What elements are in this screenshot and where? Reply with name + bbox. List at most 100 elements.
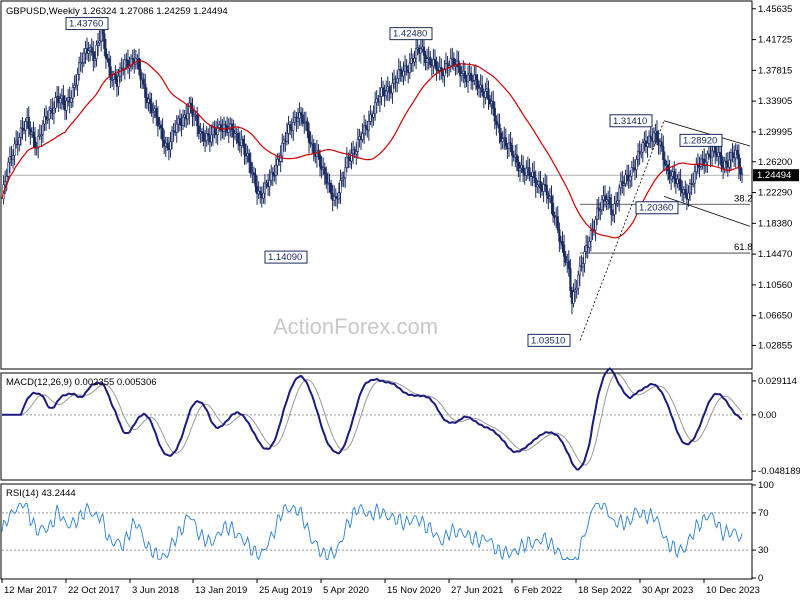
- candle-body: [707, 153, 711, 156]
- candle-body: [500, 132, 503, 142]
- fib-618-label: 61.8: [734, 242, 753, 253]
- x-tick-label: 15 Nov 2020: [387, 585, 441, 596]
- candle-body: [5, 176, 8, 182]
- price-tick-label: 1.26200: [758, 157, 792, 168]
- candle-body: [219, 124, 222, 131]
- candle-body: [662, 146, 665, 160]
- candle-body: [43, 116, 46, 125]
- candle-body: [422, 46, 426, 56]
- candle-body: [632, 167, 635, 170]
- candle-body: [4, 181, 7, 185]
- price-tick-label: 1.10560: [758, 280, 792, 291]
- candle-body: [309, 142, 312, 144]
- candle-body: [329, 182, 333, 194]
- x-tick-label: 22 Oct 2017: [68, 585, 120, 596]
- candle-body: [399, 69, 402, 72]
- candle-body: [189, 102, 193, 109]
- candle-body: [93, 58, 96, 61]
- x-tick-label: 18 Sep 2022: [578, 585, 632, 596]
- x-axis: 12 Mar 2017 22 Oct 2017 3 Jun 2018 13 Jan 2…: [1, 579, 760, 596]
- candle-body: [536, 184, 539, 188]
- candle-body: [170, 130, 174, 143]
- candle-body: [289, 124, 292, 129]
- candle-body: [301, 114, 304, 124]
- candle-body: [517, 161, 520, 172]
- candle-body: [736, 149, 739, 155]
- candle-body: [470, 73, 473, 81]
- candle-body: [312, 142, 315, 153]
- candle-body: [52, 107, 56, 114]
- candle-body: [181, 116, 185, 126]
- price-tick-label: 1.37815: [758, 65, 792, 76]
- candle-body: [107, 58, 111, 67]
- candle-body: [693, 171, 696, 184]
- candle-body: [449, 58, 452, 67]
- candle-body: [350, 153, 353, 162]
- candle-body: [364, 125, 367, 128]
- candle-body: [200, 131, 204, 133]
- candle-body: [737, 154, 740, 169]
- candle-body: [161, 127, 164, 141]
- price-tick-label: 1.45635: [758, 4, 792, 15]
- candle-body: [59, 98, 62, 104]
- rsi-tick-label: 0: [758, 573, 763, 584]
- candle-body: [509, 142, 512, 146]
- candle-body: [78, 62, 81, 75]
- candle-body: [481, 84, 484, 93]
- annotation-label: 1.42480: [393, 29, 427, 40]
- x-tick-label: 27 Jun 2021: [451, 585, 503, 596]
- candle-body: [139, 69, 142, 80]
- candle-body: [137, 57, 141, 70]
- candle-body: [87, 50, 90, 54]
- candle-body: [616, 200, 619, 204]
- candle-body: [528, 167, 531, 176]
- candle-body: [334, 196, 337, 198]
- candle-body: [123, 59, 126, 71]
- price-tick-label: 1.29995: [758, 127, 792, 138]
- candle-body: [471, 80, 474, 82]
- candle-body: [419, 48, 422, 54]
- candle-body: [636, 151, 640, 160]
- rsi-label: RSI(14) 43.2444: [6, 488, 76, 499]
- candle-body: [210, 134, 213, 143]
- candle-body: [698, 166, 701, 168]
- macd-label: MACD(12,26,9) 0.002355 0.005306: [6, 377, 157, 388]
- candle-body: [723, 160, 726, 169]
- candle-body: [355, 151, 358, 155]
- channel-upper-line: [663, 120, 751, 147]
- candle-body: [629, 175, 632, 182]
- annotation-box: [65, 17, 109, 31]
- candle-body: [385, 90, 388, 97]
- candle-body: [344, 167, 347, 179]
- candle-body: [432, 59, 435, 67]
- candle-body: [572, 291, 575, 304]
- candle-body: [551, 203, 555, 216]
- candle-body: [255, 186, 259, 195]
- price-axis: 1.45635 1.41725 1.37815 1.33905 1.29995 1.262…: [2, 4, 799, 352]
- candle-body: [337, 192, 341, 200]
- candle-body: [46, 118, 49, 121]
- candle-body: [114, 74, 117, 81]
- candle-body: [396, 78, 399, 84]
- candle-body: [646, 143, 649, 147]
- candle-body: [588, 241, 591, 248]
- candle-body: [21, 127, 24, 130]
- candles: [2, 22, 744, 315]
- candle-body: [233, 133, 237, 138]
- candle-body: [589, 230, 592, 242]
- candle-body: [237, 133, 240, 143]
- rsi-tick-label: 30: [758, 545, 769, 556]
- candle-body: [74, 84, 78, 87]
- candle-body: [501, 138, 504, 142]
- candle-body: [542, 184, 545, 192]
- candle-body: [569, 268, 572, 291]
- annotation-label: 1.14090: [268, 252, 302, 263]
- candle-body: [166, 142, 169, 148]
- candle-body: [248, 153, 251, 163]
- candle-body: [307, 130, 311, 143]
- price-tick-label: 1.22290: [758, 188, 792, 199]
- candle-body: [222, 124, 226, 132]
- candle-body: [437, 69, 440, 72]
- candle-body: [7, 161, 10, 177]
- candle-body: [186, 113, 189, 120]
